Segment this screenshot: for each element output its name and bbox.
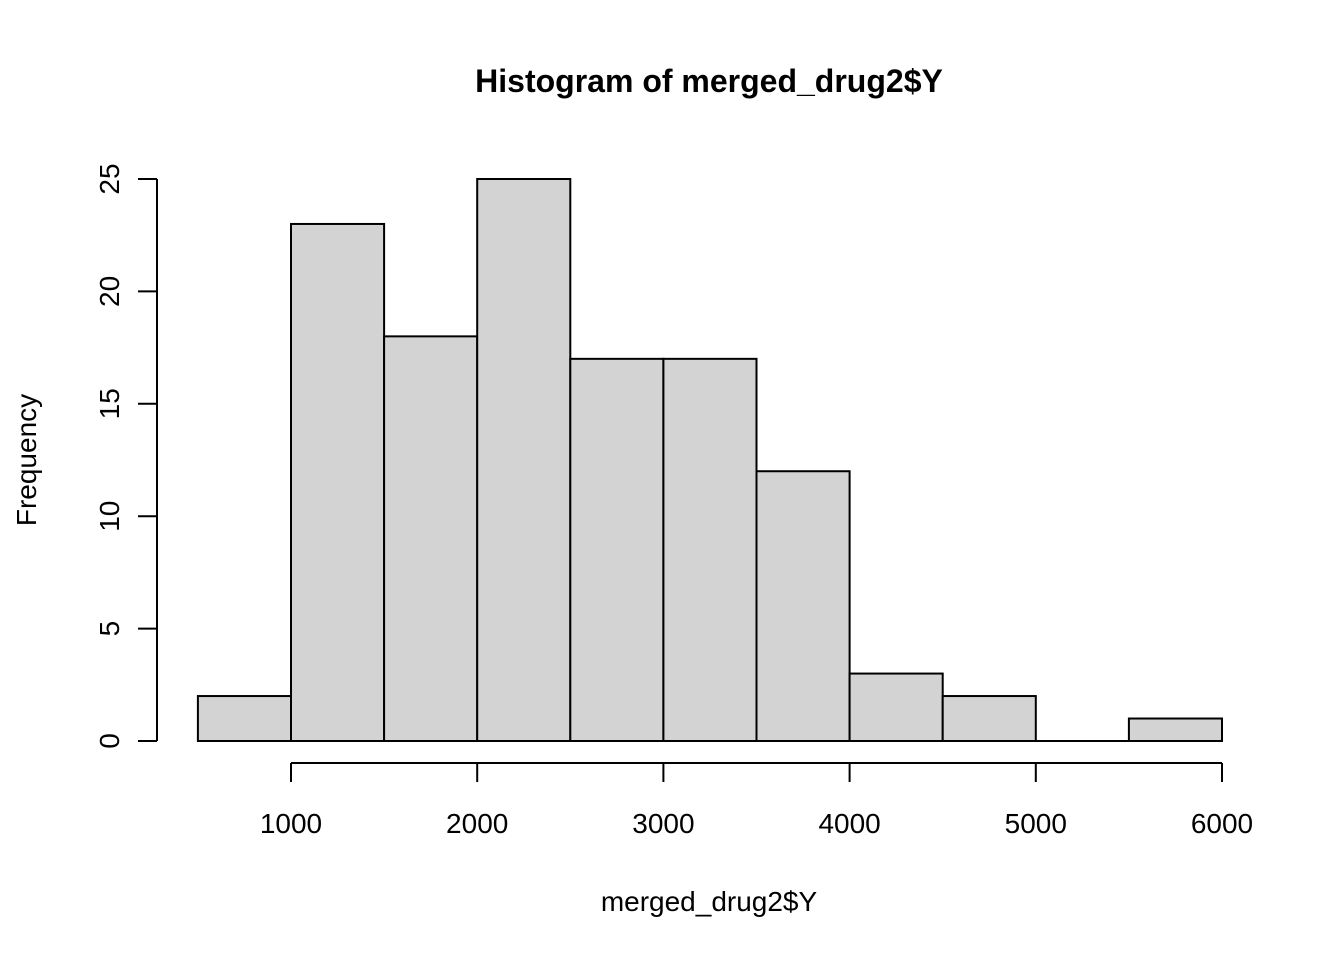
x-tick-label-5000: 5000 xyxy=(1005,808,1067,839)
histogram-bar-2 xyxy=(383,335,479,742)
x-axis: 1000 2000 3000 4000 5000 6000 xyxy=(260,762,1253,839)
histogram-bar-10 xyxy=(1127,717,1224,743)
y-tick-label-15: 15 xyxy=(94,388,125,419)
histogram-bar-8 xyxy=(941,695,1037,742)
y-tick-label-5: 5 xyxy=(94,621,125,637)
x-tick-label-4000: 4000 xyxy=(818,808,880,839)
x-axis-label: merged_drug2$Y xyxy=(601,886,818,917)
histogram-bar-0 xyxy=(196,695,292,742)
y-tick-label-0: 0 xyxy=(94,733,125,749)
x-tick-label-1000: 1000 xyxy=(260,808,322,839)
y-axis: 0 5 10 15 20 25 xyxy=(94,163,158,749)
histogram-bar-5 xyxy=(662,357,758,742)
x-tick-label-6000: 6000 xyxy=(1191,808,1253,839)
histogram-bar-3 xyxy=(476,178,572,742)
histogram-bar-1 xyxy=(290,222,386,742)
x-tick-label-2000: 2000 xyxy=(446,808,508,839)
y-tick-label-10: 10 xyxy=(94,501,125,532)
histogram-bar-4 xyxy=(569,357,665,742)
x-tick-label-3000: 3000 xyxy=(632,808,694,839)
histogram-bar-7 xyxy=(848,672,944,742)
y-axis-label: Frequency xyxy=(11,394,42,526)
bars-group xyxy=(196,178,1224,743)
histogram-bar-6 xyxy=(755,470,851,742)
chart-title: Histogram of merged_drug2$Y xyxy=(475,63,943,99)
y-tick-label-25: 25 xyxy=(94,163,125,194)
y-tick-label-20: 20 xyxy=(94,276,125,307)
